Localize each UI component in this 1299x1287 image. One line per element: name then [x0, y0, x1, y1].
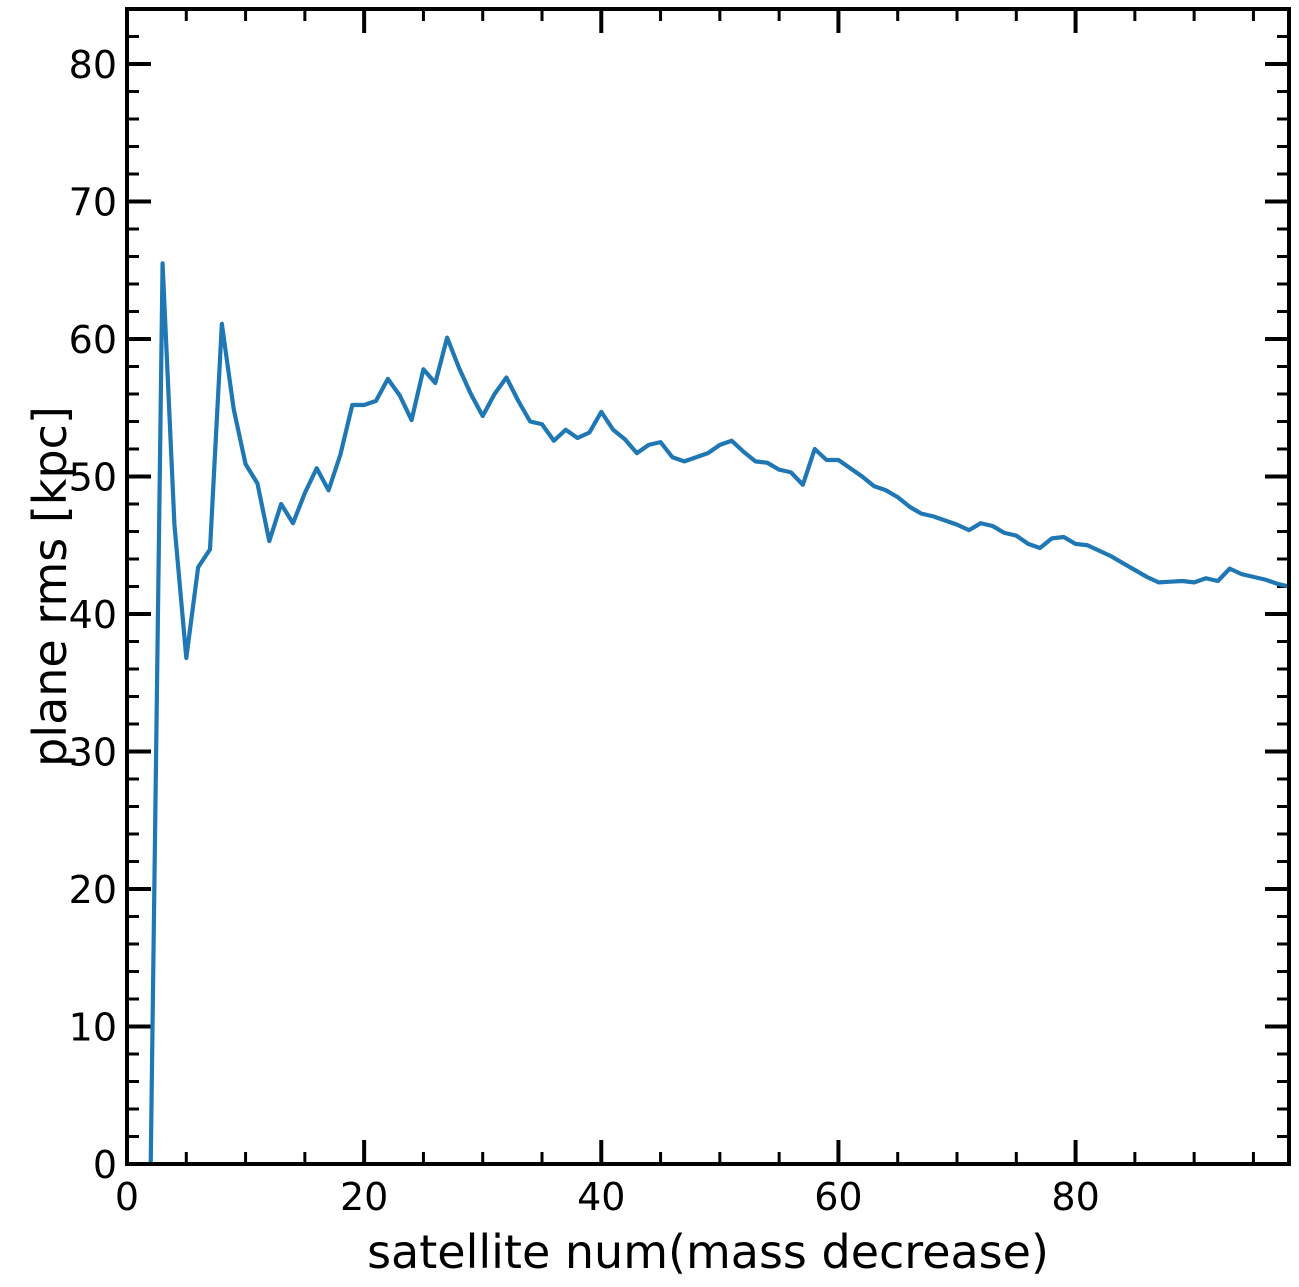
y-tick-label: 30 [69, 731, 117, 775]
y-tick-label: 70 [69, 181, 117, 225]
x-tick-label: 20 [340, 1175, 388, 1219]
x-tick-label: 0 [115, 1175, 139, 1219]
series-line [148, 261, 1290, 1165]
tick-labels: 0 20 40 60 80 0 10 20 30 40 50 60 70 80 [69, 43, 1100, 1219]
y-tick-label: 20 [69, 868, 117, 912]
x-axis-label: satellite num(mass decrease) [367, 1225, 1049, 1279]
y-tick-label: 60 [69, 318, 117, 362]
plot-frame [125, 7, 1291, 1166]
x-tick-label: 40 [577, 1175, 625, 1219]
y-axis-label: plane rms [kpc] [23, 406, 77, 767]
y-tick-label: 10 [69, 1006, 117, 1050]
x-tick-label: 60 [814, 1175, 862, 1219]
y-tick-label: 50 [69, 456, 117, 500]
y-tick-label: 80 [69, 43, 117, 87]
major-ticks [125, 9, 1289, 1166]
minor-ticks [127, 7, 1289, 1164]
y-tick-label: 0 [93, 1143, 117, 1187]
y-tick-label: 40 [69, 593, 117, 637]
x-tick-label: 80 [1051, 1175, 1099, 1219]
